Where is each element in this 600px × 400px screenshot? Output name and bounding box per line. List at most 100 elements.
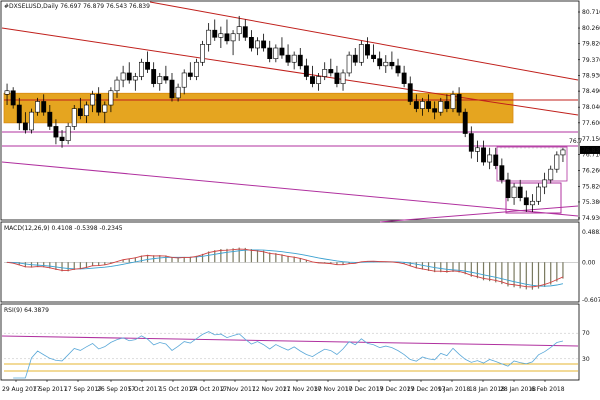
macd-histogram-bar [269,252,271,263]
candle [432,101,438,120]
bull-candle-body [35,101,41,113]
bull-candle-body [554,154,560,170]
macd-histogram-bar [36,262,39,268]
macd-histogram-bar [446,262,448,273]
macd-series: 0.4883 0.00 -0.6076 [4,229,600,304]
macd-histogram-bar [452,262,454,272]
bear-candle-body [371,54,377,59]
bull-candle-body [322,69,328,77]
bear-candle-body [462,111,468,134]
macd-histogram-bar [104,262,106,266]
candle [236,15,242,41]
macd-histogram-bar [415,262,417,269]
bear-candle-body [242,26,248,38]
candle [163,65,169,84]
bull-candle-body [340,72,346,84]
macd-histogram-bar [525,262,527,290]
bear-candle-body [96,94,102,113]
bear-candle-body [365,44,370,56]
candle [456,87,462,116]
bear-candle-body [303,65,309,77]
bear-candle-body [53,126,59,138]
bear-candle-body [126,72,132,81]
candle [90,90,96,113]
macd-histogram-bar [489,262,491,282]
price-tick-label: 76.710 [582,152,600,159]
macd-histogram-bar [507,262,509,287]
bull-candle-body [200,44,205,63]
bear-candle-body [426,101,431,109]
rsi-panel-title: RSI(9) 64.3879 [4,307,49,314]
bull-candle-body [236,26,242,35]
bear-candle-body [444,101,450,109]
price-tick-label: 74.930 [582,215,600,222]
candle [377,51,383,70]
time-tick-label: 6 Feb 2018 [531,386,565,393]
bear-candle-body [169,79,175,99]
candle [59,129,65,148]
bull-candle-body [560,149,566,156]
time-tick-label: 7 Sep 2017 [33,386,67,393]
bear-candle-body [310,76,315,84]
bull-candle-body [273,47,279,59]
candle [505,172,511,202]
candle [413,94,419,113]
bull-candle-body [84,104,89,117]
candle [291,51,297,70]
price-tick-label: 75.820 [582,183,600,190]
time-tick-label: 29 Aug 2017 [2,386,41,393]
price-tick-label: 80.710 [582,9,600,16]
bull-candle-body [65,126,71,141]
candle [316,72,322,91]
macd-histogram-bar [110,262,112,264]
price-tick-label: 80.260 [582,25,600,32]
descending-channel-support [1,161,579,217]
bear-candle-body [59,136,65,141]
macd-histogram-bar [464,262,466,275]
candle [108,87,114,113]
bear-candle-body [517,186,523,198]
candle [102,101,108,123]
macd-histogram-bar [537,262,540,289]
price-panel-border [0,0,580,221]
candle [206,23,212,52]
time-tick-label: 17 Sep 2017 [64,386,102,393]
candle [328,58,334,77]
candle [358,40,364,66]
candle [560,147,566,163]
candle [84,101,89,123]
macd-histogram-bar [220,249,222,263]
candle [114,76,120,98]
bear-candle-body [432,108,438,113]
candle [499,158,505,184]
candle [41,94,47,116]
price-tick-label: 77.150 [582,136,600,143]
bull-candle-body [132,76,138,81]
candle [346,51,352,77]
candle [548,165,554,184]
bull-candle-body [255,40,260,49]
bear-candle-body [334,72,340,84]
macd-histogram-bar [458,262,460,273]
candle [132,72,138,91]
macd-histogram-bar [79,262,81,270]
candle [383,55,389,73]
bear-candle-body [22,122,28,131]
bear-candle-body [10,90,16,106]
bull-candle-body [536,186,541,202]
bull-candle-body [175,86,181,99]
time-tick-label: 12 Nov 2017 [252,386,291,393]
bear-candle-body [401,72,407,84]
bear-candle-body [77,108,83,117]
time-tick-label: 2 Nov 2017 [221,386,256,393]
macd-signal-line [7,249,564,287]
macd-histogram-bar [263,250,265,263]
macd-histogram-bar [244,247,246,263]
time-tick-label: 24 Oct 2017 [190,386,227,393]
time-tick-label: 26 Sep 2017 [97,386,135,393]
macd-histogram-bar [140,255,143,263]
bear-candle-body [187,72,193,77]
candle [279,37,285,59]
bear-candle-body [456,94,462,113]
